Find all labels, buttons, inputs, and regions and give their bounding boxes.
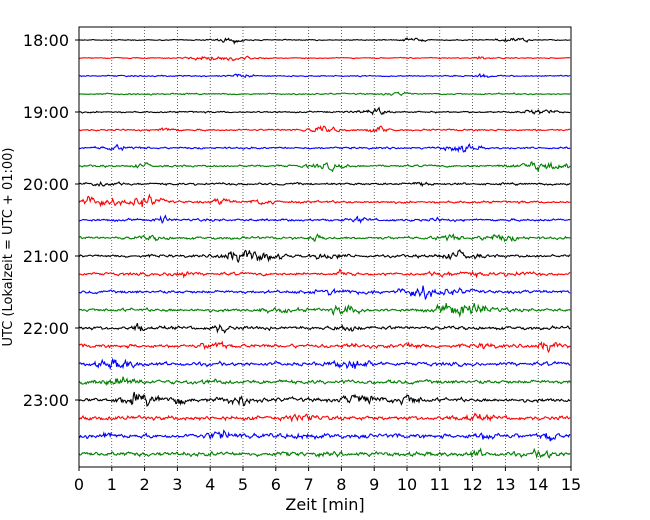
trace-line — [78, 429, 571, 442]
trace-line — [78, 391, 571, 407]
x-tick-label: 3 — [172, 475, 182, 494]
trace-line — [78, 340, 571, 354]
x-tick-label: 9 — [369, 475, 379, 494]
y-tick-label: 21:00 — [23, 247, 69, 266]
y-tick-label: 22:00 — [23, 319, 69, 338]
trace-line — [78, 180, 571, 188]
x-tick-label: 14 — [528, 475, 548, 494]
trace-line — [78, 285, 571, 301]
x-tick-label: 0 — [74, 475, 84, 494]
x-tick-label: 4 — [205, 475, 215, 494]
x-tick-label: 8 — [336, 475, 346, 494]
x-tick-label: 10 — [397, 475, 417, 494]
plot-frame — [78, 26, 572, 468]
trace-line — [78, 106, 571, 116]
x-axis-ticks: 0 1 2 3 4 5 6 7 8 9 10 11 12 13 14 15 — [74, 467, 581, 494]
x-tick-label: 11 — [430, 475, 450, 494]
y-tick-label: 23:00 — [23, 391, 69, 410]
x-tick-label: 2 — [140, 475, 150, 494]
trace-line — [78, 233, 571, 243]
trace-line — [78, 37, 571, 45]
x-tick-label: 15 — [561, 475, 581, 494]
trace-line — [78, 143, 571, 154]
x-tick-label: 13 — [495, 475, 515, 494]
grid-lines — [111, 27, 539, 467]
trace-line — [78, 323, 571, 334]
trace-line — [78, 357, 571, 371]
trace-line — [78, 161, 571, 173]
trace-line — [78, 268, 571, 279]
x-tick-label: 6 — [271, 475, 281, 494]
trace-line — [78, 125, 571, 133]
x-tick-label: 1 — [107, 475, 117, 494]
y-tick-label: 20:00 — [23, 175, 69, 194]
trace-line — [78, 248, 571, 264]
y-axis-label: UTC (Lokalzeit = UTC + 01:00) — [1, 148, 16, 347]
x-tick-label: 12 — [462, 475, 482, 494]
x-tick-label: 5 — [238, 475, 248, 494]
x-tick-label: 7 — [304, 475, 314, 494]
y-axis-ticks: 18:00 19:00 20:00 21:00 22:00 23:00 — [23, 31, 79, 410]
x-axis-label: Zeit [min] — [285, 495, 364, 514]
trace-line — [78, 193, 571, 208]
trace-line — [78, 55, 571, 62]
y-tick-label: 18:00 — [23, 31, 69, 50]
trace-line — [78, 303, 571, 319]
trace-line — [78, 412, 571, 423]
y-tick-label: 19:00 — [23, 103, 69, 122]
trace-lines — [78, 37, 571, 459]
trace-line — [78, 72, 571, 79]
trace-line — [78, 91, 571, 97]
trace-line — [78, 214, 571, 224]
trace-line — [78, 376, 571, 386]
trace-line — [78, 447, 571, 459]
